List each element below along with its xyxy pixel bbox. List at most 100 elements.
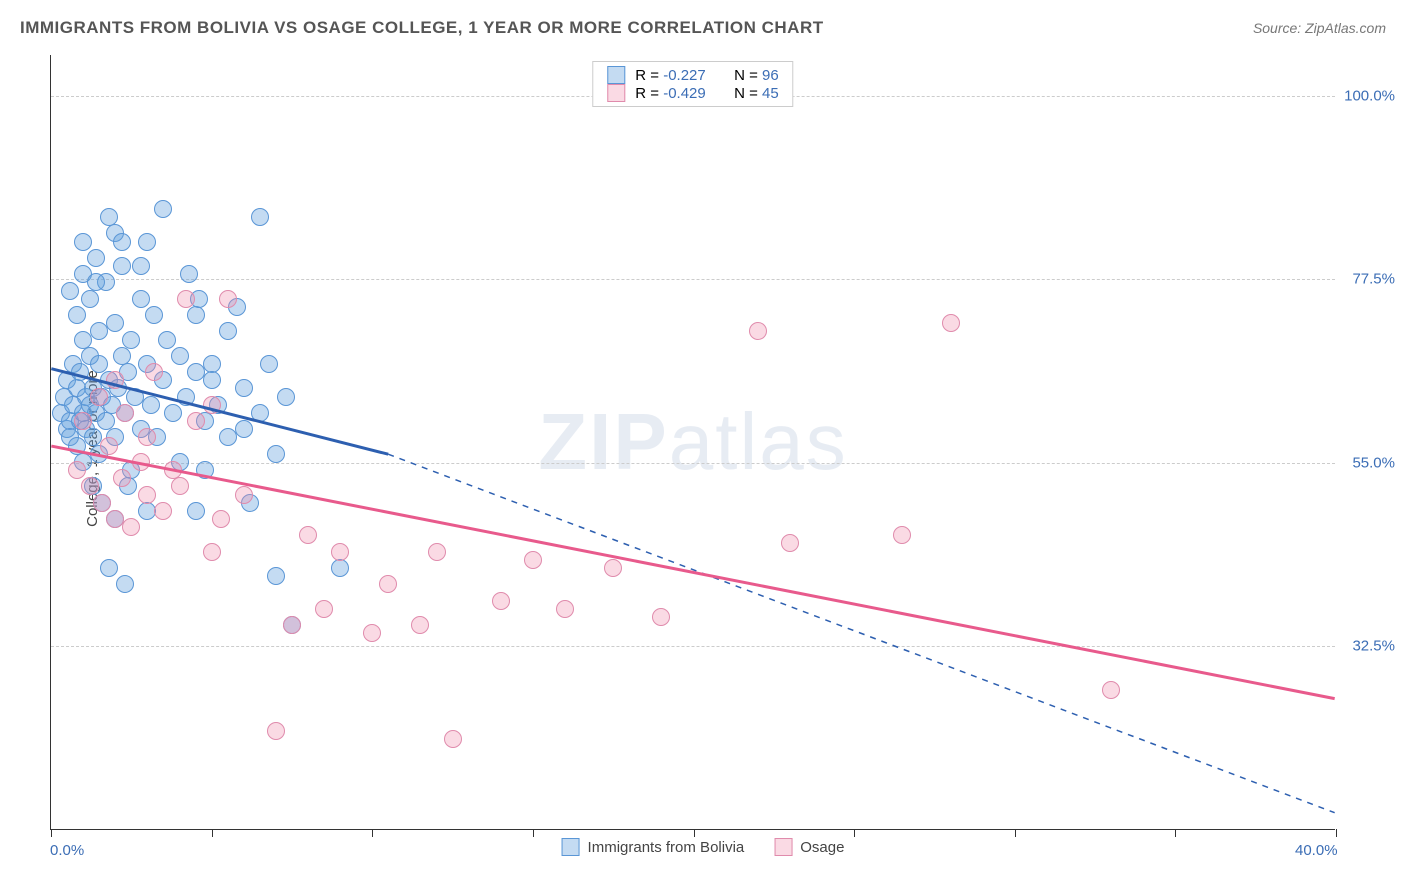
data-point: [113, 257, 131, 275]
data-point: [556, 600, 574, 618]
data-point: [74, 412, 92, 430]
data-point: [219, 290, 237, 308]
data-point: [122, 518, 140, 536]
data-point: [749, 322, 767, 340]
data-point: [299, 526, 317, 544]
x-axis-min: 0.0%: [50, 842, 84, 859]
data-point: [171, 347, 189, 365]
y-tick-label: 32.5%: [1352, 638, 1395, 655]
data-point: [379, 575, 397, 593]
data-point: [113, 233, 131, 251]
data-point: [74, 233, 92, 251]
legend-swatch: [607, 66, 625, 84]
legend-swatch: [562, 838, 580, 856]
data-point: [781, 534, 799, 552]
chart-title: IMMIGRANTS FROM BOLIVIA VS OSAGE COLLEGE…: [20, 18, 824, 38]
data-point: [138, 428, 156, 446]
data-point: [524, 551, 542, 569]
data-point: [122, 331, 140, 349]
data-point: [71, 363, 89, 381]
data-point: [187, 306, 205, 324]
data-point: [177, 290, 195, 308]
gridline: [51, 463, 1335, 464]
data-point: [100, 208, 118, 226]
data-point: [283, 616, 301, 634]
data-point: [81, 290, 99, 308]
data-point: [267, 445, 285, 463]
data-point: [428, 543, 446, 561]
stat-n-label: N = 45: [734, 85, 779, 102]
data-point: [106, 314, 124, 332]
data-point: [363, 624, 381, 642]
source-label: Source: ZipAtlas.com: [1253, 20, 1386, 36]
data-point: [331, 543, 349, 561]
y-tick-label: 100.0%: [1344, 87, 1395, 104]
y-tick-label: 77.5%: [1352, 271, 1395, 288]
data-point: [235, 486, 253, 504]
trend-lines: [51, 55, 1335, 829]
data-point: [411, 616, 429, 634]
data-point: [177, 388, 195, 406]
data-point: [81, 477, 99, 495]
data-point: [132, 290, 150, 308]
watermark-text: ZIPatlas: [538, 396, 847, 488]
data-point: [97, 412, 115, 430]
data-point: [106, 371, 124, 389]
data-point: [138, 233, 156, 251]
x-tick: [212, 829, 213, 837]
legend-swatch: [607, 84, 625, 102]
data-point: [90, 355, 108, 373]
legend-label: Immigrants from Bolivia: [588, 839, 745, 856]
x-tick: [1336, 829, 1337, 837]
series-legend: Immigrants from BoliviaOsage: [562, 838, 845, 856]
x-tick: [854, 829, 855, 837]
x-tick: [533, 829, 534, 837]
data-point: [260, 355, 278, 373]
legend-swatch: [774, 838, 792, 856]
data-point: [158, 331, 176, 349]
data-point: [187, 412, 205, 430]
gridline: [51, 646, 1335, 647]
data-point: [251, 404, 269, 422]
data-point: [154, 502, 172, 520]
data-point: [652, 608, 670, 626]
stat-r-label: R = -0.429: [635, 85, 705, 102]
data-point: [180, 265, 198, 283]
x-tick: [372, 829, 373, 837]
data-point: [277, 388, 295, 406]
data-point: [1102, 681, 1120, 699]
data-point: [187, 502, 205, 520]
data-point: [492, 592, 510, 610]
data-point: [235, 420, 253, 438]
data-point: [235, 379, 253, 397]
data-point: [164, 404, 182, 422]
data-point: [444, 730, 462, 748]
data-point: [116, 575, 134, 593]
data-point: [90, 388, 108, 406]
data-point: [942, 314, 960, 332]
stat-r-label: R = -0.227: [635, 67, 705, 84]
stats-legend-row: R = -0.429 N = 45: [607, 84, 778, 102]
data-point: [164, 461, 182, 479]
data-point: [145, 306, 163, 324]
data-point: [315, 600, 333, 618]
data-point: [171, 477, 189, 495]
data-point: [196, 461, 214, 479]
x-tick: [51, 829, 52, 837]
data-point: [604, 559, 622, 577]
data-point: [331, 559, 349, 577]
data-point: [87, 249, 105, 267]
data-point: [116, 404, 134, 422]
data-point: [132, 257, 150, 275]
data-point: [203, 371, 221, 389]
data-point: [138, 486, 156, 504]
data-point: [145, 363, 163, 381]
data-point: [93, 494, 111, 512]
data-point: [142, 396, 160, 414]
x-axis-max: 40.0%: [1295, 842, 1338, 859]
y-tick-label: 55.0%: [1352, 454, 1395, 471]
data-point: [267, 567, 285, 585]
gridline: [51, 279, 1335, 280]
data-point: [267, 722, 285, 740]
stats-legend: R = -0.227 N = 96 R = -0.429 N = 45: [592, 61, 793, 107]
